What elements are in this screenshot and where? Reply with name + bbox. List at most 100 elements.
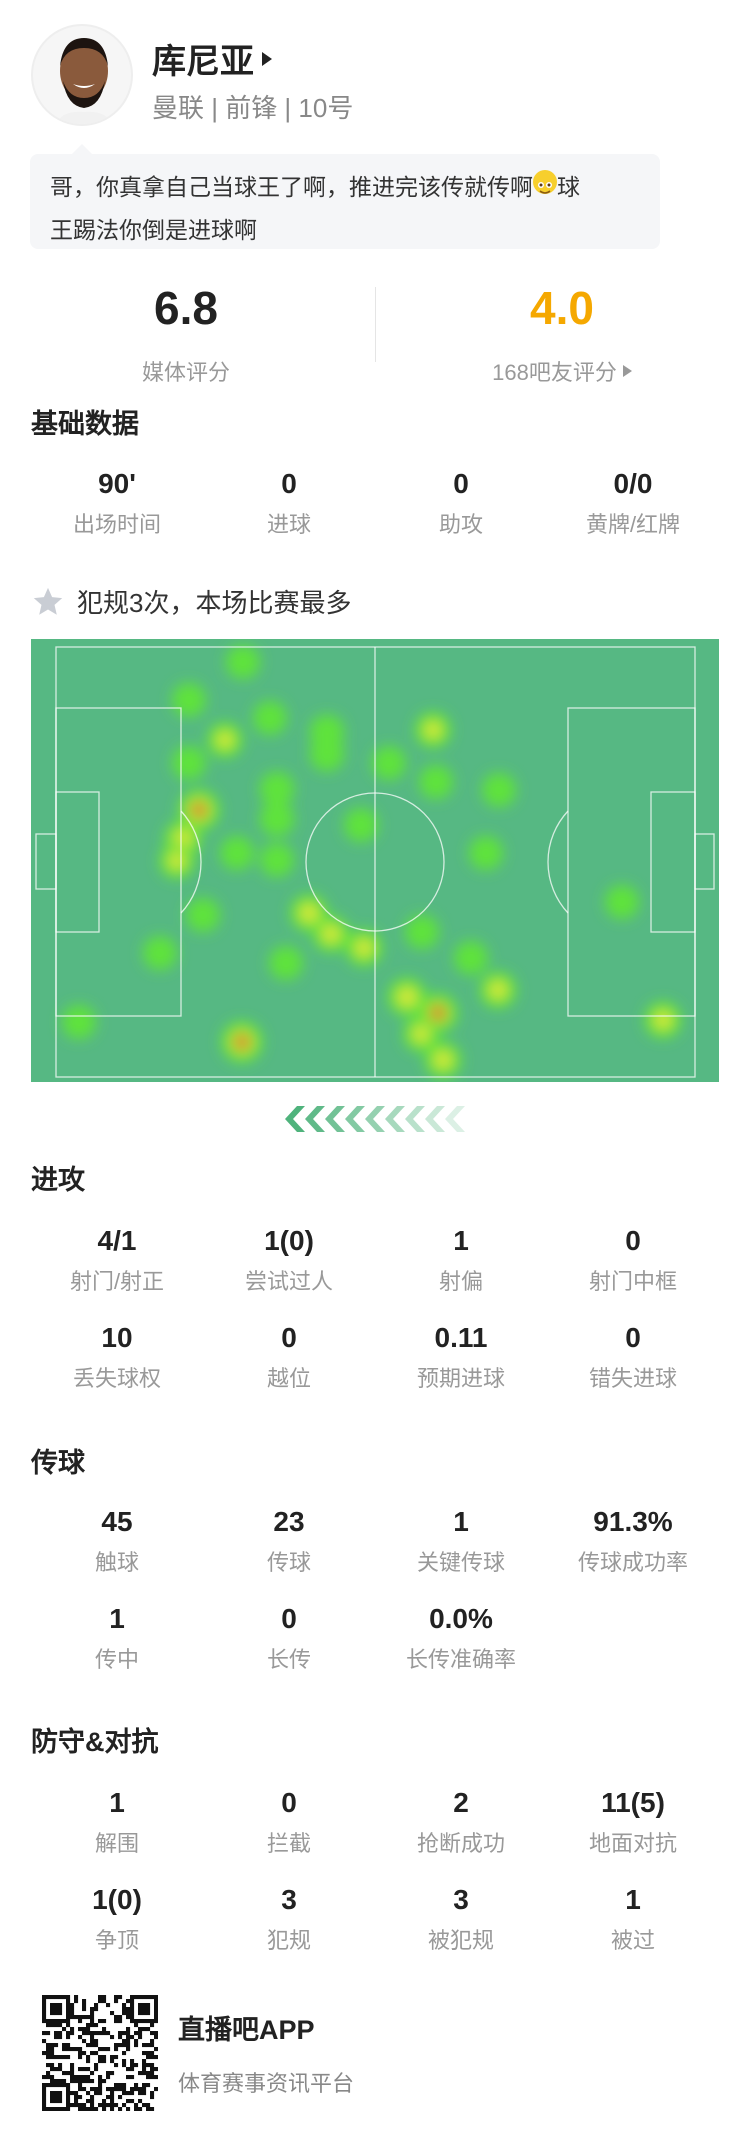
passing-stats-grid: 45 触球 23 传球 1 关键传球 91.3% 传球成功率 1 传中 0 长传 0.0% 长传准确率 bbox=[31, 1505, 719, 1699]
stat-basic-3: 0/0 黄牌/红牌 bbox=[547, 467, 719, 564]
stat-value: 0 bbox=[281, 1603, 297, 1634]
stat-value: 1 bbox=[453, 1225, 469, 1256]
stat-attack-2: 1 射偏 bbox=[375, 1224, 547, 1321]
stat-value: 91.3% bbox=[593, 1506, 673, 1537]
heat-spot bbox=[260, 843, 294, 877]
stat-label: 解围 bbox=[94, 1831, 139, 1856]
stat-label: 进球 bbox=[266, 512, 311, 537]
stat-value: 2 bbox=[453, 1787, 469, 1818]
stat-value: 23 bbox=[273, 1506, 305, 1537]
stat-label: 射门中框 bbox=[588, 1269, 677, 1294]
stat-value: 1 bbox=[109, 1603, 125, 1634]
stat-value: 0.11 bbox=[434, 1322, 488, 1353]
stat-label: 被犯规 bbox=[427, 1928, 494, 1953]
stat-label: 地面对抗 bbox=[588, 1831, 677, 1856]
rating-divider bbox=[375, 287, 376, 362]
heat-spot bbox=[259, 801, 295, 837]
heat-spot bbox=[372, 746, 406, 780]
stat-label: 错失进球 bbox=[588, 1366, 677, 1391]
chevron-left-icon bbox=[365, 1106, 385, 1132]
stat-value: 1(0) bbox=[92, 1884, 142, 1915]
stat-value: 0 bbox=[625, 1225, 641, 1256]
chevron-left-icon bbox=[345, 1106, 365, 1132]
heat-spot bbox=[488, 980, 508, 1000]
stat-value: 90' bbox=[98, 468, 136, 499]
stat-value: 1 bbox=[625, 1884, 641, 1915]
chevron-left-icon bbox=[405, 1106, 425, 1132]
stat-label: 拦截 bbox=[266, 1831, 311, 1856]
stat-value: 11(5) bbox=[601, 1787, 665, 1818]
stat-label: 射偏 bbox=[438, 1269, 483, 1294]
stat-label: 助攻 bbox=[438, 512, 483, 537]
stat-value: 45 bbox=[101, 1506, 133, 1537]
heat-spot bbox=[172, 746, 206, 780]
heat-spot bbox=[168, 852, 186, 870]
heat-spot bbox=[226, 645, 260, 679]
fan-rating[interactable]: 4.0 168吧友评分 bbox=[437, 283, 687, 387]
heat-spot bbox=[62, 1005, 96, 1039]
comment-text-1-end: 球 bbox=[557, 174, 580, 200]
stat-label: 尝试过人 bbox=[244, 1269, 333, 1294]
stat-value: 0 bbox=[281, 1322, 297, 1353]
stat-value: 0/0 bbox=[613, 468, 653, 499]
stat-label: 长传 bbox=[266, 1647, 311, 1672]
stat-passing-1: 23 传球 bbox=[203, 1505, 375, 1602]
stat-label: 长传准确率 bbox=[405, 1647, 516, 1672]
stat-defense-3: 11(5) 地面对抗 bbox=[547, 1786, 719, 1883]
app-slogan: 体育赛事资讯平台 bbox=[178, 2071, 355, 2096]
basic-section-title: 基础数据 bbox=[31, 409, 139, 439]
fan-rating-label-row: 168吧友评分 bbox=[437, 355, 687, 387]
stat-value: 0.0% bbox=[429, 1603, 493, 1634]
defense-stats-grid: 1 解围 0 拦截 2 抢断成功 11(5) 地面对抗 1(0) 争顶 3 犯规 3 被犯规 1 被过 bbox=[31, 1786, 719, 1980]
stat-passing-5: 0 长传 bbox=[203, 1602, 375, 1699]
highlight-line: 犯规3次，本场比赛最多 bbox=[31, 583, 351, 620]
heat-spot bbox=[423, 720, 443, 740]
star-icon bbox=[33, 587, 63, 615]
stat-value: 3 bbox=[453, 1884, 469, 1915]
stat-attack-4: 10 丢失球权 bbox=[31, 1321, 203, 1418]
heat-spot bbox=[482, 773, 516, 807]
stat-label: 触球 bbox=[94, 1550, 139, 1575]
attack-section-title: 进攻 bbox=[31, 1165, 85, 1195]
stat-value: 1 bbox=[453, 1506, 469, 1537]
stat-defense-6: 3 被犯规 bbox=[375, 1883, 547, 1980]
stat-label: 预期进球 bbox=[416, 1366, 505, 1391]
stat-value: 1(0) bbox=[264, 1225, 314, 1256]
stat-label: 犯规 bbox=[266, 1928, 311, 1953]
heat-spot bbox=[412, 1025, 430, 1043]
qr-code[interactable] bbox=[42, 1995, 158, 2111]
heat-spot bbox=[253, 701, 287, 735]
stat-label: 出场时间 bbox=[72, 512, 161, 537]
heat-spot bbox=[321, 924, 341, 944]
stat-defense-0: 1 解围 bbox=[31, 1786, 203, 1883]
chevron-left-icon bbox=[305, 1106, 325, 1132]
heat-spot bbox=[259, 771, 295, 807]
heat-spot bbox=[269, 946, 303, 980]
heat-spot bbox=[405, 915, 439, 949]
stat-defense-7: 1 被过 bbox=[547, 1883, 719, 1980]
stat-defense-1: 0 拦截 bbox=[203, 1786, 375, 1883]
stat-passing-2: 1 关键传球 bbox=[375, 1505, 547, 1602]
player-avatar[interactable] bbox=[31, 24, 133, 126]
basic-stats-grid: 90' 出场时间 0 进球 0 助攻 0/0 黄牌/红牌 bbox=[31, 467, 719, 564]
heat-spot bbox=[396, 986, 418, 1008]
heat-spot bbox=[299, 903, 319, 923]
stat-value: 0 bbox=[453, 468, 469, 499]
chevron-left-icon bbox=[445, 1106, 465, 1132]
player-photo bbox=[56, 38, 112, 124]
stat-label: 传中 bbox=[94, 1647, 139, 1672]
attack-direction-arrows bbox=[285, 1106, 465, 1132]
stat-value: 4/1 bbox=[97, 1225, 137, 1256]
heatmap-pitch bbox=[31, 639, 719, 1082]
stat-defense-5: 3 犯规 bbox=[203, 1883, 375, 1980]
heat-spot bbox=[172, 683, 206, 717]
stat-label: 争顶 bbox=[94, 1928, 139, 1953]
stat-label: 射门/射正 bbox=[69, 1269, 165, 1294]
highlight-text: 犯规3次，本场比赛最多 bbox=[77, 588, 352, 618]
stat-value: 0 bbox=[281, 1787, 297, 1818]
player-name-link[interactable]: 库尼亚 bbox=[152, 34, 272, 83]
stat-attack-1: 1(0) 尝试过人 bbox=[203, 1224, 375, 1321]
heat-spot bbox=[653, 1010, 673, 1030]
heat-spot bbox=[454, 941, 488, 975]
heat-spot bbox=[192, 803, 206, 817]
